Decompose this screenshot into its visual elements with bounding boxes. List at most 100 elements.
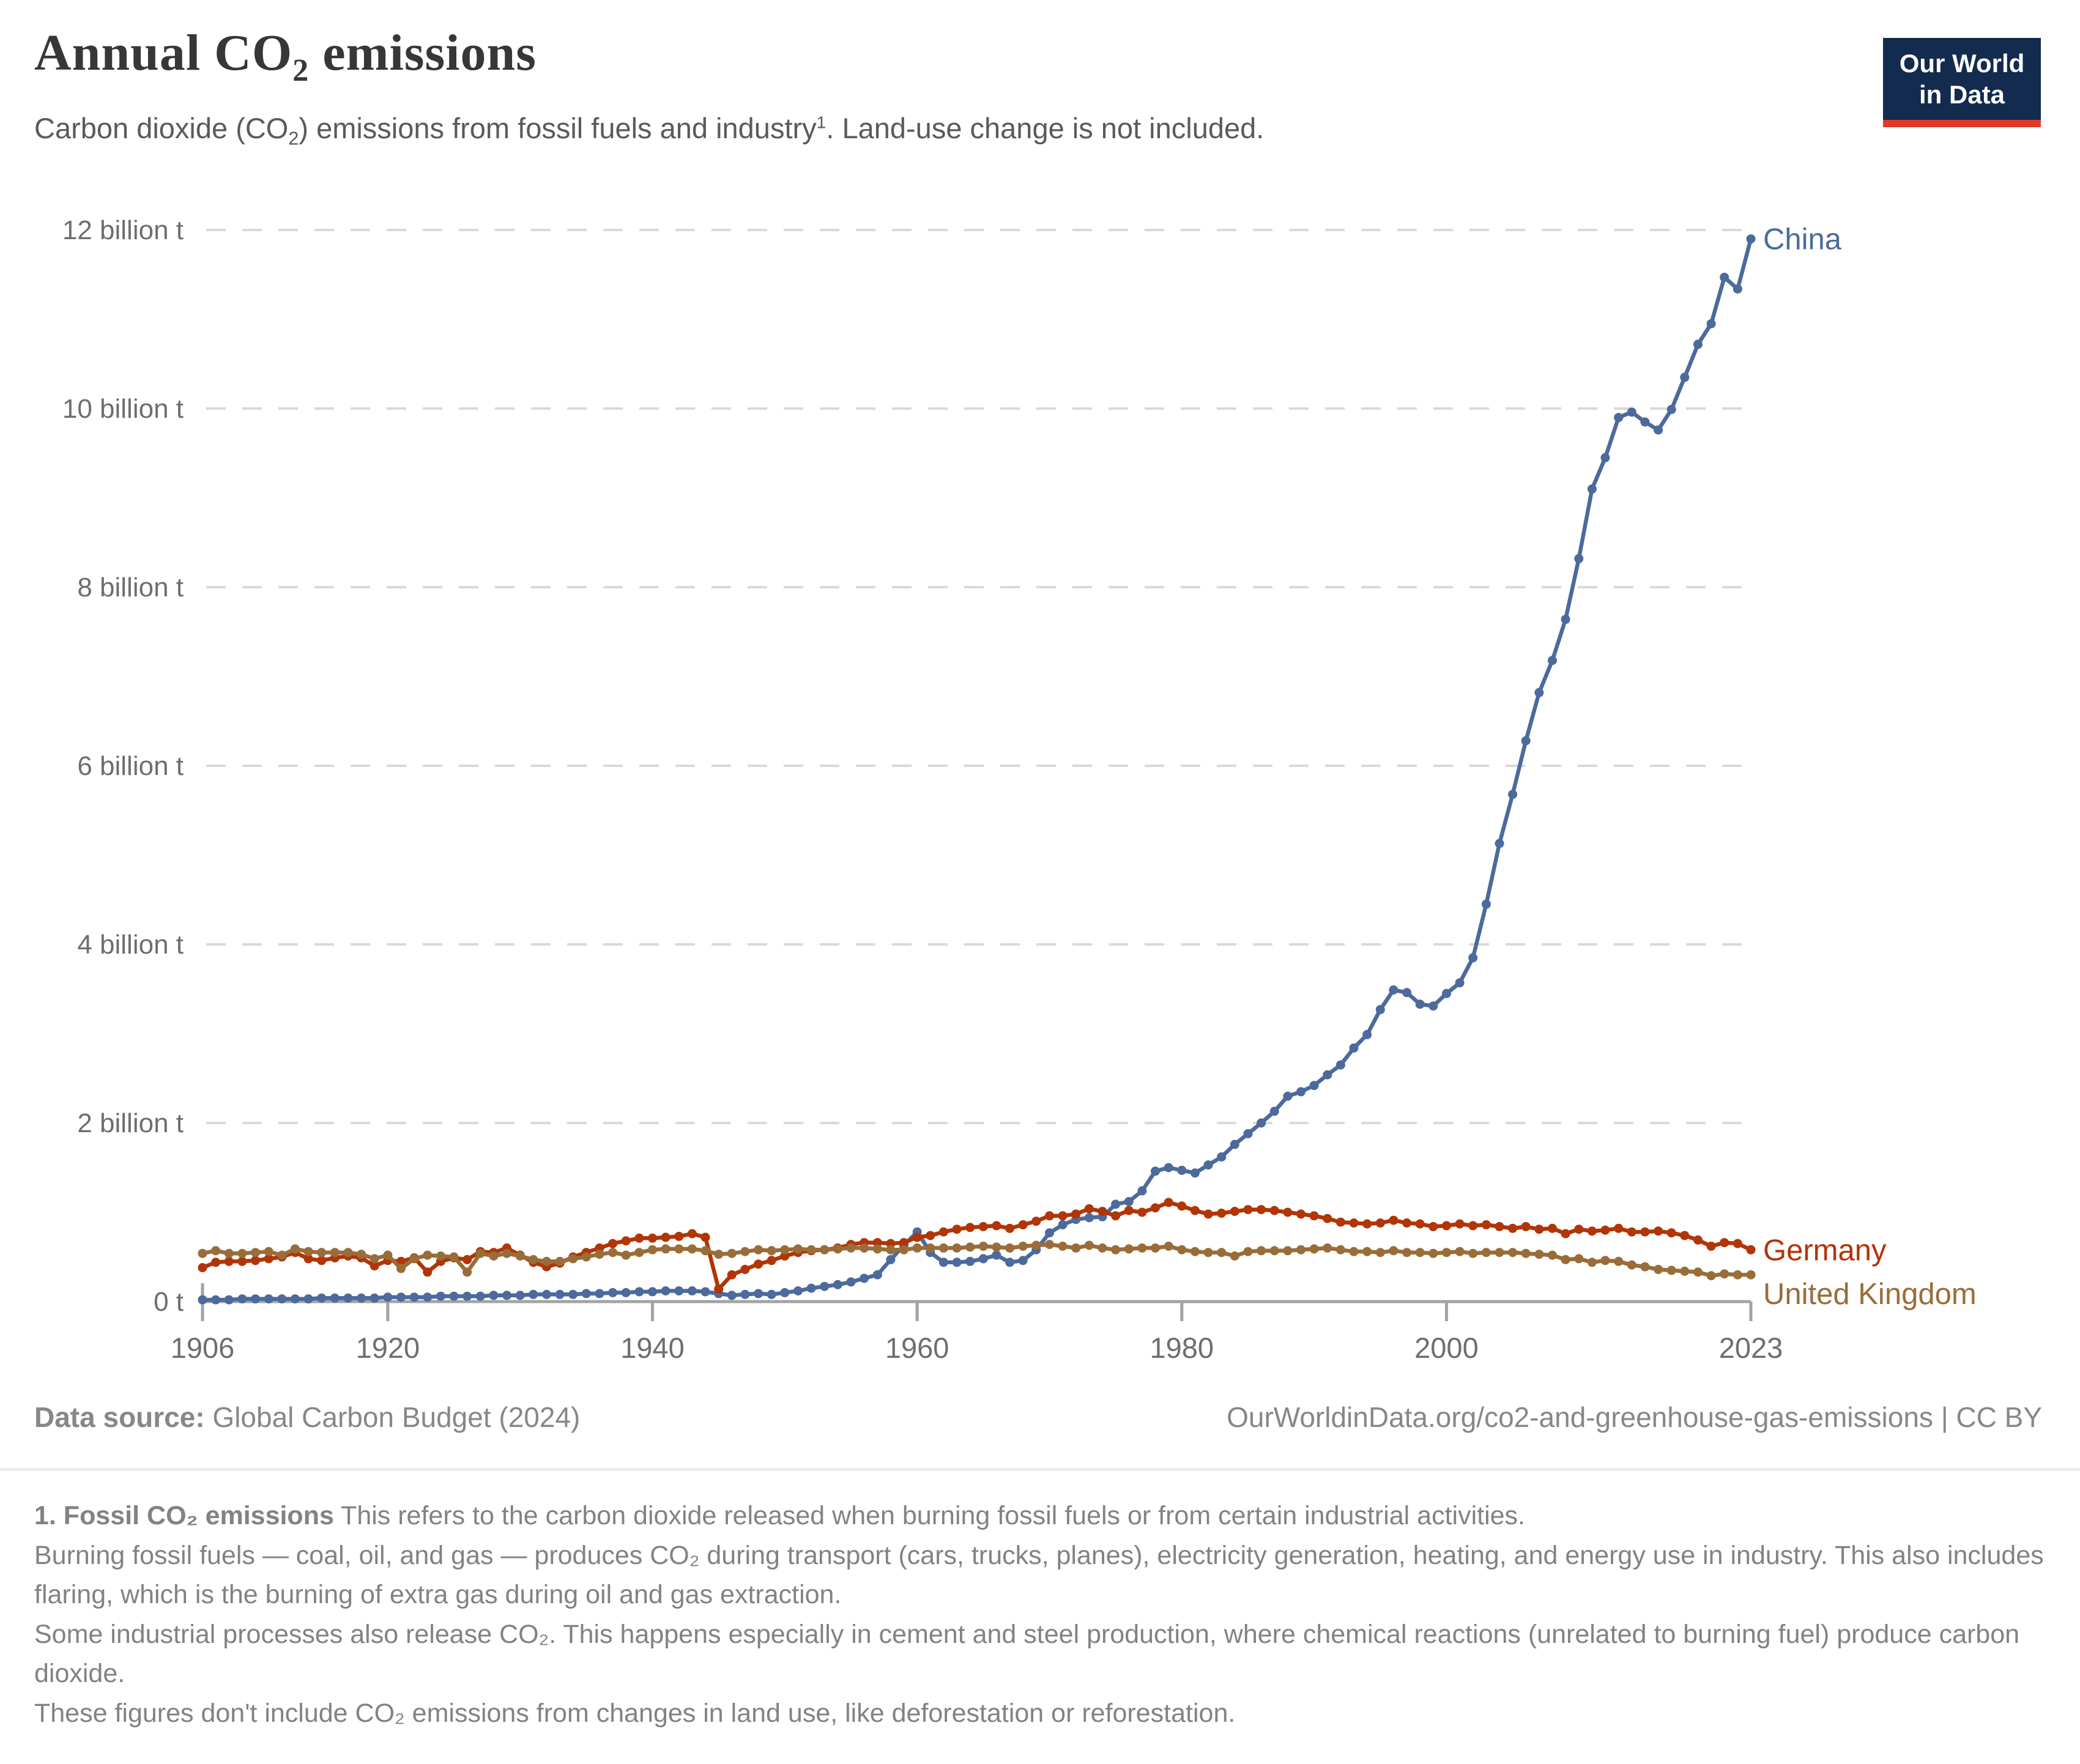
data-point[interactable] — [1269, 1206, 1279, 1215]
data-point[interactable] — [886, 1245, 896, 1254]
data-point[interactable] — [1045, 1240, 1054, 1250]
data-point[interactable] — [1257, 1246, 1266, 1256]
data-point[interactable] — [1309, 1244, 1319, 1254]
data-point[interactable] — [1720, 1238, 1729, 1248]
data-point[interactable] — [1389, 1215, 1398, 1225]
data-point[interactable] — [1720, 1269, 1729, 1279]
data-point[interactable] — [1481, 1220, 1491, 1229]
data-point[interactable] — [529, 1289, 538, 1299]
data-point[interactable] — [1230, 1207, 1239, 1216]
data-point[interactable] — [1521, 1221, 1531, 1231]
data-point[interactable] — [700, 1246, 710, 1256]
data-point[interactable] — [370, 1254, 379, 1264]
data-point[interactable] — [767, 1246, 776, 1256]
data-point[interactable] — [872, 1244, 882, 1254]
data-point[interactable] — [1746, 234, 1756, 244]
data-point[interactable] — [595, 1250, 604, 1259]
data-point[interactable] — [489, 1291, 499, 1300]
data-point[interactable] — [303, 1247, 313, 1256]
data-point[interactable] — [595, 1289, 604, 1299]
data-point[interactable] — [423, 1250, 433, 1260]
series-line-germany[interactable] — [200, 1200, 1753, 1291]
data-point[interactable] — [357, 1250, 366, 1259]
data-point[interactable] — [251, 1294, 260, 1304]
data-point[interactable] — [1495, 839, 1504, 848]
data-point[interactable] — [727, 1270, 737, 1280]
data-point[interactable] — [1654, 425, 1663, 435]
data-point[interactable] — [1402, 988, 1412, 998]
data-point[interactable] — [1349, 1043, 1359, 1053]
data-point[interactable] — [1627, 407, 1636, 417]
data-point[interactable] — [1084, 1213, 1094, 1223]
data-point[interactable] — [634, 1248, 644, 1258]
data-point[interactable] — [1362, 1247, 1372, 1256]
data-point[interactable] — [489, 1251, 499, 1261]
data-point[interactable] — [1640, 1227, 1650, 1237]
data-point[interactable] — [396, 1292, 406, 1302]
data-point[interactable] — [1362, 1219, 1372, 1229]
data-point[interactable] — [860, 1243, 869, 1253]
data-point[interactable] — [502, 1248, 511, 1258]
data-point[interactable] — [357, 1293, 366, 1303]
data-point[interactable] — [251, 1248, 260, 1258]
data-point[interactable] — [343, 1248, 353, 1258]
data-point[interactable] — [1389, 1246, 1398, 1256]
data-point[interactable] — [1217, 1152, 1227, 1162]
data-point[interactable] — [1124, 1244, 1134, 1254]
data-point[interactable] — [1243, 1205, 1253, 1215]
data-point[interactable] — [872, 1238, 882, 1248]
data-point[interactable] — [1481, 899, 1491, 909]
data-point[interactable] — [1071, 1209, 1081, 1219]
data-point[interactable] — [1177, 1245, 1187, 1254]
data-point[interactable] — [1124, 1197, 1134, 1206]
data-point[interactable] — [237, 1294, 247, 1304]
data-point[interactable] — [1375, 1248, 1385, 1258]
data-point[interactable] — [1203, 1209, 1213, 1219]
data-point[interactable] — [409, 1254, 419, 1264]
data-point[interactable] — [555, 1289, 565, 1299]
data-point[interactable] — [1561, 1254, 1570, 1264]
data-point[interactable] — [687, 1229, 697, 1239]
data-point[interactable] — [1335, 1245, 1345, 1254]
data-point[interactable] — [1137, 1207, 1147, 1217]
data-point[interactable] — [529, 1254, 538, 1264]
data-point[interactable] — [1375, 1218, 1385, 1228]
data-point[interactable] — [648, 1287, 657, 1297]
data-point[interactable] — [1627, 1260, 1636, 1270]
data-point[interactable] — [1151, 1203, 1160, 1213]
data-point[interactable] — [1389, 985, 1398, 995]
data-point[interactable] — [1230, 1251, 1239, 1261]
data-point[interactable] — [1614, 1256, 1624, 1266]
data-point[interactable] — [277, 1294, 287, 1304]
data-point[interactable] — [1005, 1223, 1015, 1233]
data-point[interactable] — [237, 1248, 247, 1258]
data-point[interactable] — [1164, 1242, 1173, 1251]
data-point[interactable] — [1203, 1160, 1213, 1170]
data-point[interactable] — [1058, 1211, 1068, 1221]
data-point[interactable] — [727, 1248, 737, 1258]
data-point[interactable] — [198, 1263, 207, 1272]
data-point[interactable] — [1018, 1256, 1028, 1266]
data-point[interactable] — [952, 1243, 962, 1253]
data-point[interactable] — [1098, 1243, 1107, 1253]
data-point[interactable] — [502, 1291, 511, 1300]
data-point[interactable] — [581, 1252, 591, 1262]
data-point[interactable] — [1720, 272, 1729, 282]
data-point[interactable] — [1600, 453, 1610, 462]
data-point[interactable] — [1111, 1199, 1121, 1209]
data-point[interactable] — [1733, 1270, 1742, 1280]
data-point[interactable] — [541, 1289, 551, 1299]
data-point[interactable] — [330, 1248, 340, 1258]
data-point[interactable] — [1468, 1221, 1478, 1231]
data-point[interactable] — [926, 1231, 935, 1240]
data-point[interactable] — [370, 1293, 379, 1303]
data-point[interactable] — [1323, 1214, 1332, 1223]
data-point[interactable] — [1203, 1248, 1213, 1258]
data-point[interactable] — [396, 1264, 406, 1273]
data-point[interactable] — [1548, 656, 1557, 665]
data-point[interactable] — [1706, 1271, 1716, 1281]
data-point[interactable] — [1548, 1223, 1557, 1233]
data-point[interactable] — [1666, 405, 1676, 414]
data-point[interactable] — [1045, 1211, 1054, 1221]
data-point[interactable] — [462, 1267, 472, 1277]
